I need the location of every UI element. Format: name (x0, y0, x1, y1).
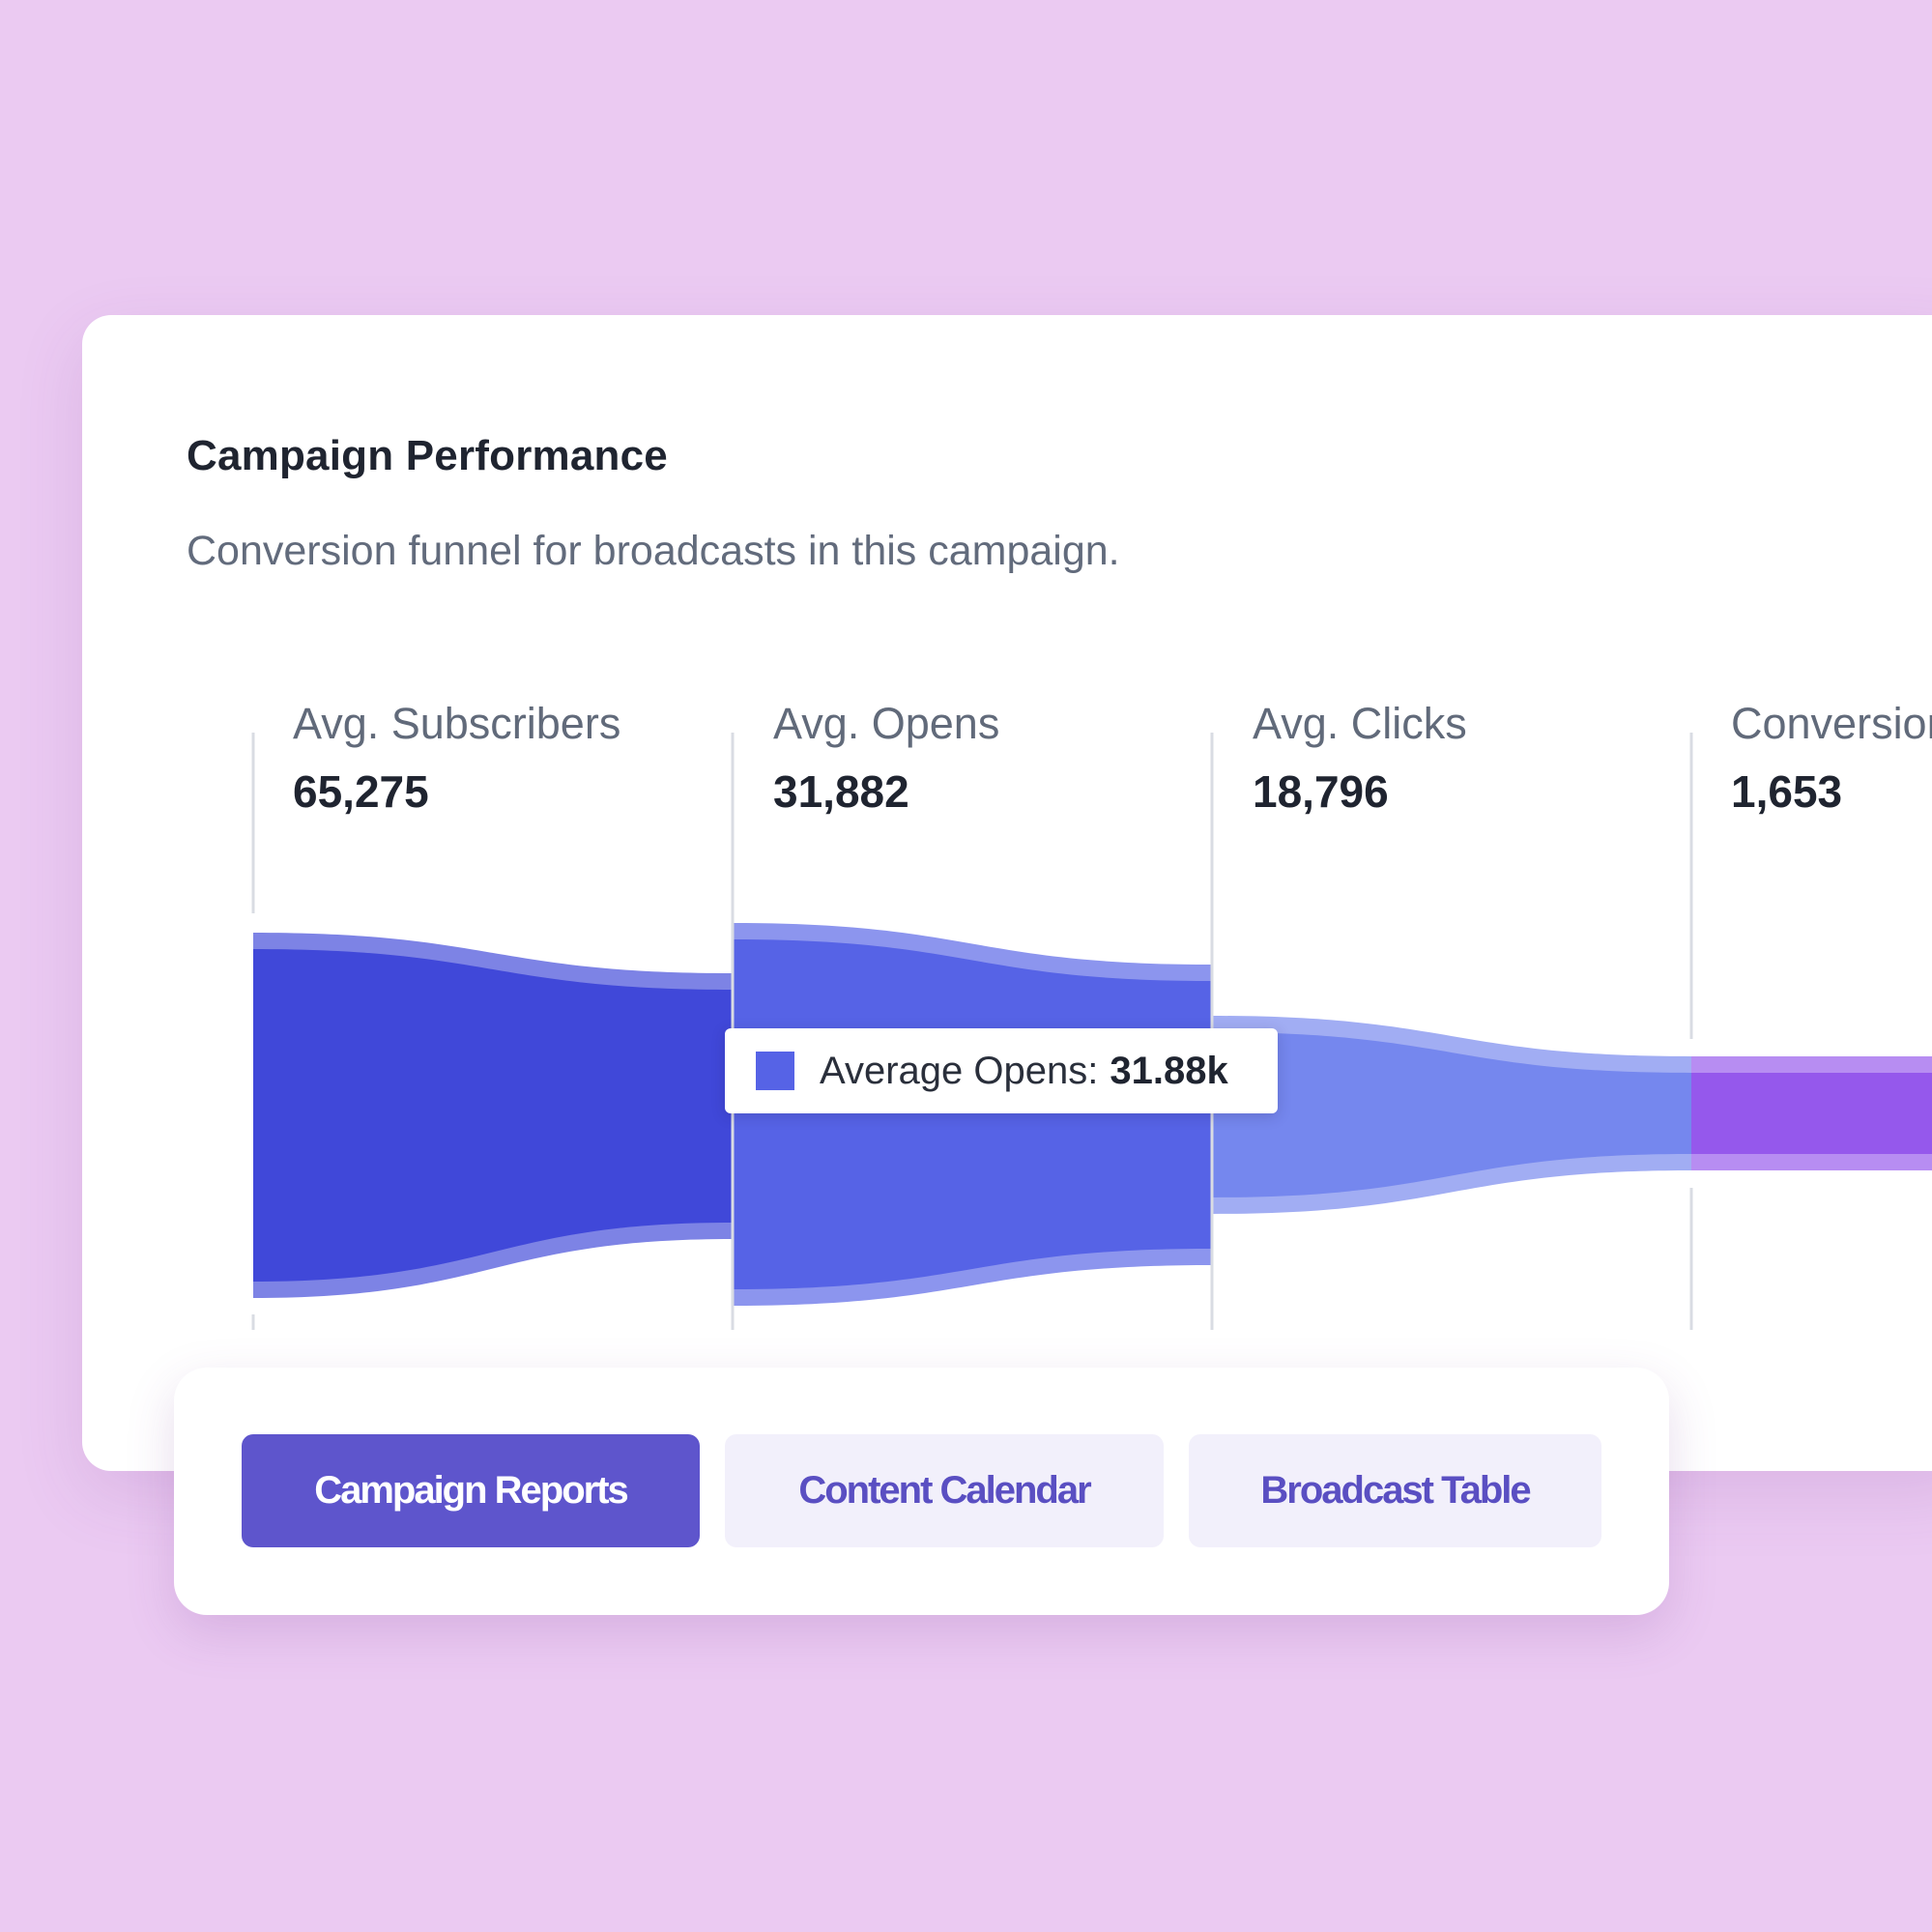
tab-campaign-reports[interactable]: Campaign Reports (242, 1434, 700, 1547)
tab-broadcast-table[interactable]: Broadcast Table (1189, 1434, 1601, 1547)
stage-label-subscribers: Avg. Subscribers (293, 699, 620, 748)
card-subtitle: Conversion funnel for broadcasts in this… (187, 528, 1120, 574)
funnel-area-subscribers (253, 949, 733, 1282)
stage-value-clicks: 18,796 (1253, 766, 1389, 817)
stage-label-opens: Avg. Opens (773, 699, 999, 748)
stage-label-conversions: Conversions (1731, 699, 1932, 748)
funnel-area-opens (733, 939, 1212, 1289)
funnel-area-clicks (1212, 1032, 1691, 1197)
stage-value-opens: 31,882 (773, 766, 909, 817)
stage-value-subscribers: 65,275 (293, 766, 429, 817)
tooltip-swatch (756, 1052, 794, 1090)
view-tab-bar: Campaign Reports Content Calendar Broadc… (174, 1368, 1669, 1615)
stage-label-clicks: Avg. Clicks (1253, 699, 1467, 748)
card-title: Campaign Performance (187, 432, 668, 479)
funnel-area-conversions (1691, 1073, 1932, 1154)
chart-tooltip: Average Opens: 31.88k (725, 1028, 1278, 1113)
tab-content-calendar[interactable]: Content Calendar (725, 1434, 1164, 1547)
tooltip-value: 31.88k (1110, 1049, 1228, 1092)
tooltip-label: Average Opens: (820, 1049, 1099, 1092)
stage-value-conversions: 1,653 (1731, 766, 1842, 817)
